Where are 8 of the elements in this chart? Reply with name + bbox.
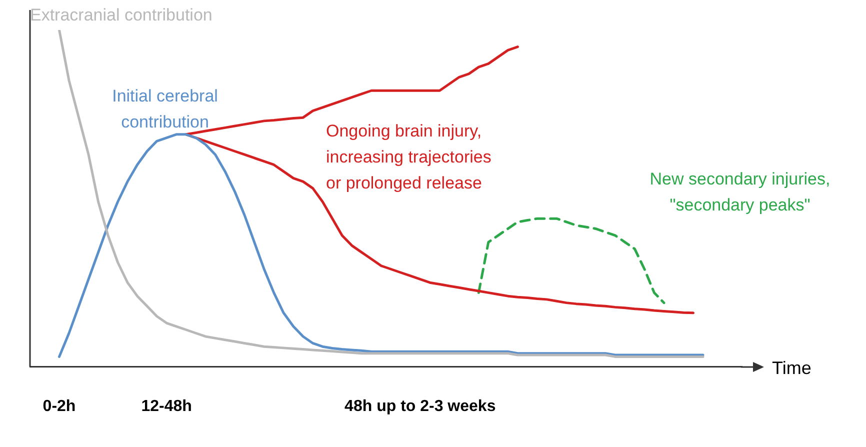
text: New secondary injuries, "secondary peaks" [650,170,830,215]
x-axis-title: Time [772,358,812,378]
x-tick-label: 12-48h [141,398,192,415]
x-tick-label: 0-2h [42,398,76,415]
x-tick-label: 48h up to 2-3 weeks [344,398,496,415]
series-label: Initial cerebral contribution [112,86,218,132]
series-label: Ongoing brain injury, increasing trajectories or prolonged release [326,122,492,193]
series-label: Extracranial contribution [30,6,212,25]
